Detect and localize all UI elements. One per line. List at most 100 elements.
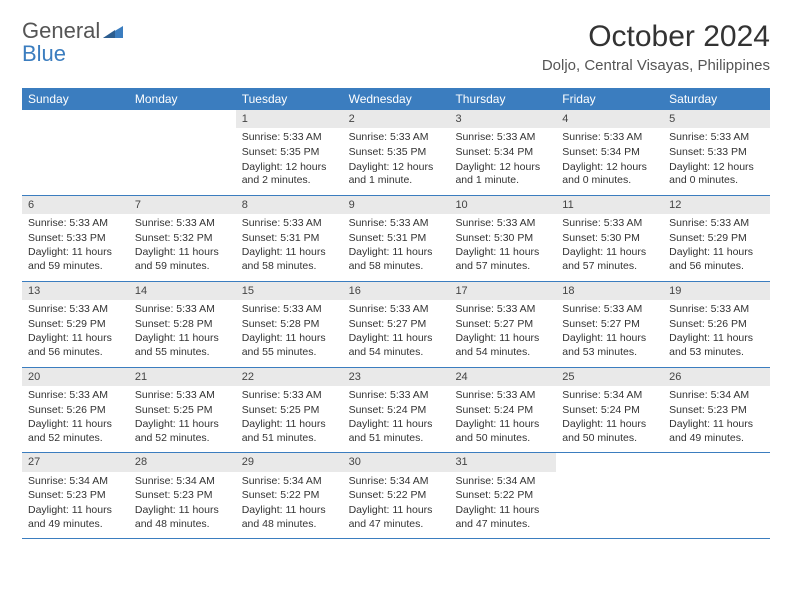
sunrise-text: Sunrise: 5:33 AM: [349, 303, 444, 317]
daylight-text: Daylight: 11 hours and 49 minutes.: [669, 418, 764, 445]
day-number: 4: [556, 110, 663, 128]
day-number: 16: [343, 282, 450, 300]
logo-triangle-icon: [103, 24, 123, 43]
sunrise-text: Sunrise: 5:33 AM: [242, 303, 337, 317]
sunrise-text: Sunrise: 5:33 AM: [455, 131, 550, 145]
day-number: 14: [129, 282, 236, 300]
day-details: Sunrise: 5:33 AMSunset: 5:34 PMDaylight:…: [449, 128, 556, 195]
day-number: 5: [663, 110, 770, 128]
day-number: [129, 110, 236, 128]
day-number: [22, 110, 129, 128]
sunrise-text: Sunrise: 5:33 AM: [135, 217, 230, 231]
sunset-text: Sunset: 5:26 PM: [669, 318, 764, 332]
title-block: October 2024 Doljo, Central Visayas, Phi…: [542, 20, 770, 74]
daylight-text: Daylight: 11 hours and 50 minutes.: [455, 418, 550, 445]
calendar: Sunday Monday Tuesday Wednesday Thursday…: [22, 88, 770, 539]
daylight-text: Daylight: 11 hours and 57 minutes.: [562, 246, 657, 273]
daylight-text: Daylight: 12 hours and 0 minutes.: [562, 161, 657, 188]
day-number: 21: [129, 368, 236, 386]
day-number: 12: [663, 196, 770, 214]
calendar-cell: 11Sunrise: 5:33 AMSunset: 5:30 PMDayligh…: [556, 196, 663, 281]
sunrise-text: Sunrise: 5:33 AM: [28, 217, 123, 231]
calendar-cell: 27Sunrise: 5:34 AMSunset: 5:23 PMDayligh…: [22, 453, 129, 538]
calendar-cell: 21Sunrise: 5:33 AMSunset: 5:25 PMDayligh…: [129, 368, 236, 453]
logo: General Blue: [22, 20, 123, 65]
col-monday: Monday: [129, 88, 236, 110]
daylight-text: Daylight: 11 hours and 53 minutes.: [669, 332, 764, 359]
day-details: Sunrise: 5:33 AMSunset: 5:27 PMDaylight:…: [556, 300, 663, 367]
sunrise-text: Sunrise: 5:33 AM: [349, 131, 444, 145]
daylight-text: Daylight: 11 hours and 58 minutes.: [242, 246, 337, 273]
calendar-cell: 29Sunrise: 5:34 AMSunset: 5:22 PMDayligh…: [236, 453, 343, 538]
sunset-text: Sunset: 5:30 PM: [562, 232, 657, 246]
sunrise-text: Sunrise: 5:33 AM: [242, 217, 337, 231]
calendar-cell: 26Sunrise: 5:34 AMSunset: 5:23 PMDayligh…: [663, 368, 770, 453]
daylight-text: Daylight: 11 hours and 56 minutes.: [28, 332, 123, 359]
month-title: October 2024: [542, 20, 770, 53]
daylight-text: Daylight: 12 hours and 1 minute.: [349, 161, 444, 188]
day-details: Sunrise: 5:34 AMSunset: 5:23 PMDaylight:…: [22, 472, 129, 539]
sunset-text: Sunset: 5:26 PM: [28, 404, 123, 418]
day-details: Sunrise: 5:33 AMSunset: 5:25 PMDaylight:…: [236, 386, 343, 453]
sunset-text: Sunset: 5:28 PM: [135, 318, 230, 332]
calendar-cell: 4 Sunrise: 5:33 AMSunset: 5:34 PMDaylight…: [556, 110, 663, 195]
calendar-cell: [556, 453, 663, 538]
calendar-cell: 20Sunrise: 5:33 AMSunset: 5:26 PMDayligh…: [22, 368, 129, 453]
calendar-cell: 30Sunrise: 5:34 AMSunset: 5:22 PMDayligh…: [343, 453, 450, 538]
sunrise-text: Sunrise: 5:33 AM: [562, 131, 657, 145]
calendar-cell: 1Sunrise: 5:33 AMSunset: 5:35 PMDaylight…: [236, 110, 343, 195]
col-wednesday: Wednesday: [343, 88, 450, 110]
day-number: 19: [663, 282, 770, 300]
day-number: 15: [236, 282, 343, 300]
calendar-week: 1Sunrise: 5:33 AMSunset: 5:35 PMDaylight…: [22, 110, 770, 196]
sunset-text: Sunset: 5:31 PM: [242, 232, 337, 246]
calendar-cell: 8 Sunrise: 5:33 AMSunset: 5:31 PMDaylight…: [236, 196, 343, 281]
calendar-cell: 6Sunrise: 5:33 AMSunset: 5:33 PMDaylight…: [22, 196, 129, 281]
sunrise-text: Sunrise: 5:34 AM: [242, 475, 337, 489]
day-details: Sunrise: 5:33 AMSunset: 5:35 PMDaylight:…: [343, 128, 450, 195]
sunset-text: Sunset: 5:22 PM: [455, 489, 550, 503]
calendar-cell: 16Sunrise: 5:33 AMSunset: 5:27 PMDayligh…: [343, 282, 450, 367]
day-number: 17: [449, 282, 556, 300]
sunset-text: Sunset: 5:24 PM: [562, 404, 657, 418]
calendar-cell: 24Sunrise: 5:33 AMSunset: 5:24 PMDayligh…: [449, 368, 556, 453]
day-details: Sunrise: 5:33 AMSunset: 5:26 PMDaylight:…: [22, 386, 129, 453]
day-number: 23: [343, 368, 450, 386]
sunrise-text: Sunrise: 5:33 AM: [455, 303, 550, 317]
day-details: Sunrise: 5:33 AMSunset: 5:30 PMDaylight:…: [556, 214, 663, 281]
daylight-text: Daylight: 11 hours and 54 minutes.: [349, 332, 444, 359]
day-number: 26: [663, 368, 770, 386]
logo-word1: General: [22, 18, 100, 43]
day-details: Sunrise: 5:33 AMSunset: 5:28 PMDaylight:…: [236, 300, 343, 367]
sunrise-text: Sunrise: 5:33 AM: [135, 389, 230, 403]
day-number: 1: [236, 110, 343, 128]
calendar-cell: 19 Sunrise: 5:33 AMSunset: 5:26 PMDayligh…: [663, 282, 770, 367]
daylight-text: Daylight: 11 hours and 48 minutes.: [135, 504, 230, 531]
day-number: 8: [236, 196, 343, 214]
calendar-cell: [22, 110, 129, 195]
calendar-week: 6Sunrise: 5:33 AMSunset: 5:33 PMDaylight…: [22, 196, 770, 282]
day-details: Sunrise: 5:33 AMSunset: 5:24 PMDaylight:…: [343, 386, 450, 453]
sunrise-text: Sunrise: 5:33 AM: [349, 217, 444, 231]
day-number: 11: [556, 196, 663, 214]
daylight-text: Daylight: 11 hours and 53 minutes.: [562, 332, 657, 359]
sunset-text: Sunset: 5:29 PM: [28, 318, 123, 332]
daylight-text: Daylight: 11 hours and 51 minutes.: [349, 418, 444, 445]
calendar-cell: 3Sunrise: 5:33 AMSunset: 5:34 PMDaylight…: [449, 110, 556, 195]
day-details: Sunrise: 5:34 AMSunset: 5:24 PMDaylight:…: [556, 386, 663, 453]
daylight-text: Daylight: 12 hours and 1 minute.: [455, 161, 550, 188]
sunrise-text: Sunrise: 5:33 AM: [28, 303, 123, 317]
day-details: Sunrise: 5:33 AMSunset: 5:32 PMDaylight:…: [129, 214, 236, 281]
sunset-text: Sunset: 5:34 PM: [562, 146, 657, 160]
sunrise-text: Sunrise: 5:33 AM: [242, 389, 337, 403]
calendar-cell: 2Sunrise: 5:33 AMSunset: 5:35 PMDaylight…: [343, 110, 450, 195]
sunrise-text: Sunrise: 5:33 AM: [669, 303, 764, 317]
daylight-text: Daylight: 11 hours and 55 minutes.: [135, 332, 230, 359]
sunset-text: Sunset: 5:22 PM: [242, 489, 337, 503]
sunrise-text: Sunrise: 5:33 AM: [669, 131, 764, 145]
col-thursday: Thursday: [449, 88, 556, 110]
calendar-cell: [129, 110, 236, 195]
calendar-week: 13Sunrise: 5:33 AMSunset: 5:29 PMDayligh…: [22, 282, 770, 368]
sunset-text: Sunset: 5:30 PM: [455, 232, 550, 246]
day-number: 7: [129, 196, 236, 214]
